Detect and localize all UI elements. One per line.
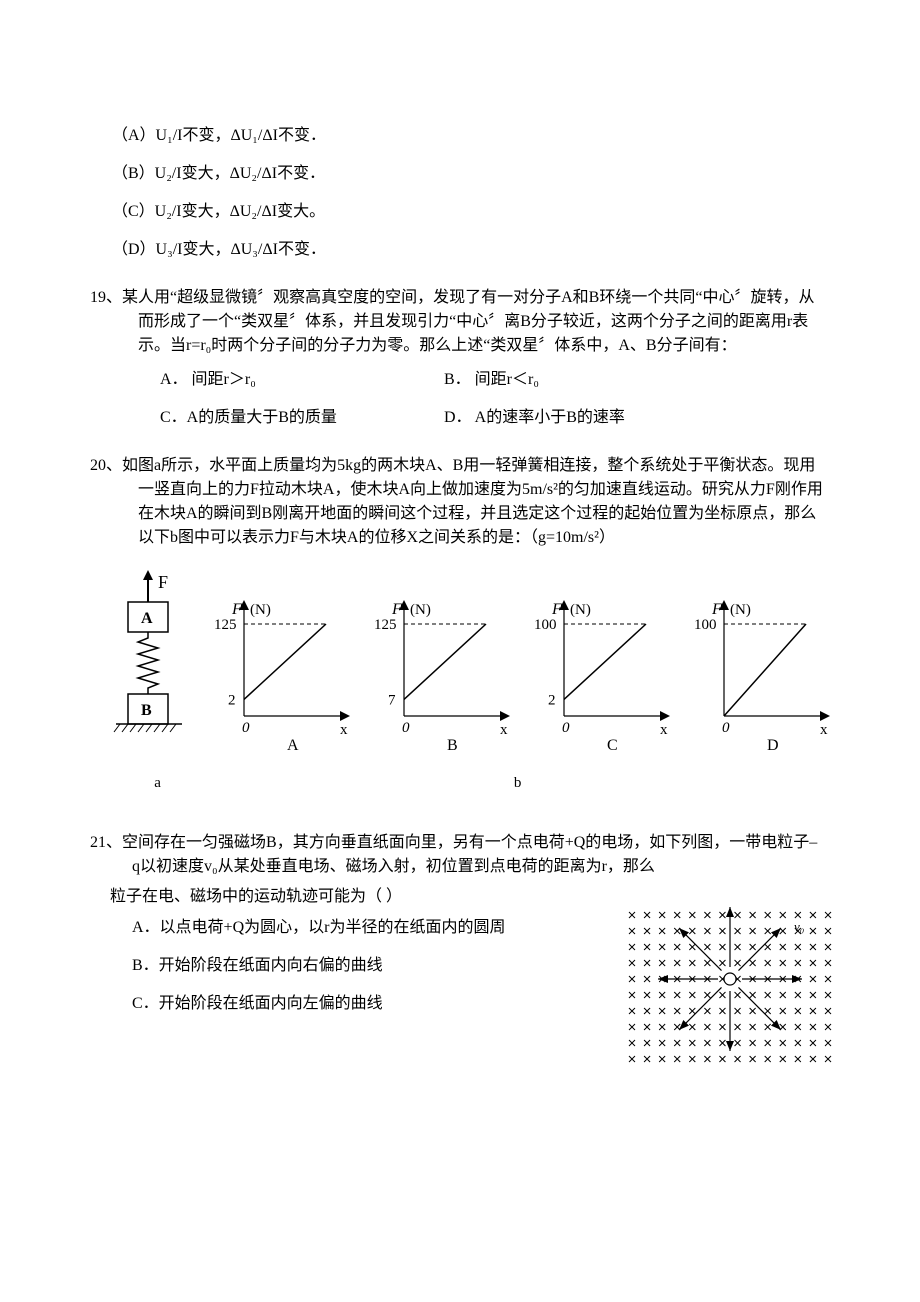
q19-stem: 19、某人用“超级显微镜〞观察高真空度的空间，发现了有一对分子A和B环绕一个共同…: [138, 286, 830, 358]
svg-text:x: x: [820, 722, 828, 738]
svg-text:x: x: [660, 722, 668, 738]
q20-chart-C: F (N) 100 20 x C: [526, 588, 676, 768]
svg-text:v₀: v₀: [794, 919, 804, 934]
q20-chart-B: F (N) 125 70 x B: [366, 588, 516, 768]
q20-charts: F(N)12520xA F(N)12570xB F(N)10020xC F(N)…: [206, 588, 836, 768]
q19-num: 19、: [90, 289, 122, 306]
svg-text:100: 100: [534, 617, 557, 633]
svg-text:125: 125: [374, 617, 397, 633]
svg-text:(N): (N): [250, 602, 271, 618]
svg-text:0: 0: [722, 720, 730, 736]
svg-text:2: 2: [548, 692, 556, 708]
q20-blockB-label: B: [141, 702, 152, 719]
q19-opt-a: A． 间距r＞r₀: [160, 368, 440, 392]
svg-text:7: 7: [388, 692, 396, 708]
q19-opts-row2: C．A的质量大于B的质量 D． A的速率小于B的速率: [160, 406, 830, 430]
svg-text:F: F: [231, 601, 242, 618]
svg-text:(N): (N): [570, 602, 591, 618]
q18-opt-c: （C）U₂/I变大，ΔU₂/ΔI变大。: [112, 200, 830, 224]
svg-text:2: 2: [228, 692, 236, 708]
q20-sub-a: a: [110, 772, 205, 795]
q19-opt-d: D． A的速率小于B的速率: [444, 406, 724, 430]
q20-sublabels: a b: [110, 772, 830, 795]
svg-text:(N): (N): [410, 602, 431, 618]
svg-text:F: F: [391, 601, 402, 618]
q18-options: （A）U₁/I不变，ΔU₁/ΔI不变． （B）U₂/I变大，ΔU₂/ΔI不变． …: [90, 124, 830, 262]
svg-text:0: 0: [402, 720, 410, 736]
q21-line1: 21、空间存在一匀强磁场B，其方向垂直纸面向里，另有一个点电荷+Q的电场，如下列…: [132, 831, 830, 855]
q20-text: 如图a所示，水平面上质量均为5kg的两木块A、B用一轻弹簧相连接，整个系统处于平…: [122, 457, 823, 546]
q20-chart-D: F (N) 100 0 x D: [686, 588, 836, 768]
svg-text:D: D: [767, 737, 779, 754]
q20-chart-A: F (N) 125 20 x A: [206, 588, 356, 768]
q20-figure: F A B: [110, 568, 830, 768]
svg-text:x: x: [500, 722, 508, 738]
q19-opt-c: C．A的质量大于B的质量: [160, 406, 440, 430]
q19-opts-row1: A． 间距r＞r₀ B． 间距r＜r₀: [160, 368, 830, 392]
q18-opt-a: （A）U₁/I不变，ΔU₁/ΔI不变．: [112, 124, 830, 148]
svg-text:0: 0: [242, 720, 250, 736]
q20-sub-b: b: [205, 772, 830, 795]
q19: 19、某人用“超级显微镜〞观察高真空度的空间，发现了有一对分子A和B环绕一个共同…: [90, 286, 830, 430]
q21-num: 21、: [90, 834, 122, 851]
q21: 21、空间存在一匀强磁场B，其方向垂直纸面向里，另有一个点电荷+Q的电场，如下列…: [90, 831, 830, 1024]
q20-blockA-label: A: [141, 610, 153, 627]
q18-opt-b: （B）U₂/I变大，ΔU₂/ΔI不变．: [112, 162, 830, 186]
q18-opt-d: （D）U₃/I变大，ΔU₃/ΔI不变．: [112, 238, 830, 262]
q20-num: 20、: [90, 457, 122, 474]
svg-text:F: F: [711, 601, 722, 618]
svg-text:125: 125: [214, 617, 237, 633]
svg-text:F: F: [551, 601, 562, 618]
svg-text:(N): (N): [730, 602, 751, 618]
q19-text: 某人用“超级显微镜〞观察高真空度的空间，发现了有一对分子A和B环绕一个共同“中心…: [122, 289, 814, 354]
svg-text:x: x: [340, 722, 348, 738]
q21-line2: q以初速度v₀从某处垂直电场、磁场入射，初位置到点电荷的距离为r，那么: [132, 855, 830, 879]
q20: 20、如图a所示，水平面上质量均为5kg的两木块A、B用一轻弹簧相连接，整个系统…: [90, 454, 830, 795]
q21-t1: 空间存在一匀强磁场B，其方向垂直纸面向里，另有一个点电荷+Q的电场，如下列图，一…: [122, 834, 817, 851]
svg-text:100: 100: [694, 617, 717, 633]
svg-text:B: B: [447, 737, 458, 754]
q20-stem: 20、如图a所示，水平面上质量均为5kg的两木块A、B用一轻弹簧相连接，整个系统…: [138, 454, 830, 550]
q20-fig-a: F A B: [110, 568, 200, 768]
q20-fig-a-svg: F A B: [110, 568, 200, 748]
svg-text:C: C: [607, 737, 618, 754]
svg-text:A: A: [287, 737, 299, 754]
svg-text:0: 0: [562, 720, 570, 736]
q20-F-label: F: [158, 572, 168, 592]
q21-figure: v₀: [620, 901, 840, 1091]
q19-opt-b: B． 间距r＜r₀: [444, 368, 724, 392]
